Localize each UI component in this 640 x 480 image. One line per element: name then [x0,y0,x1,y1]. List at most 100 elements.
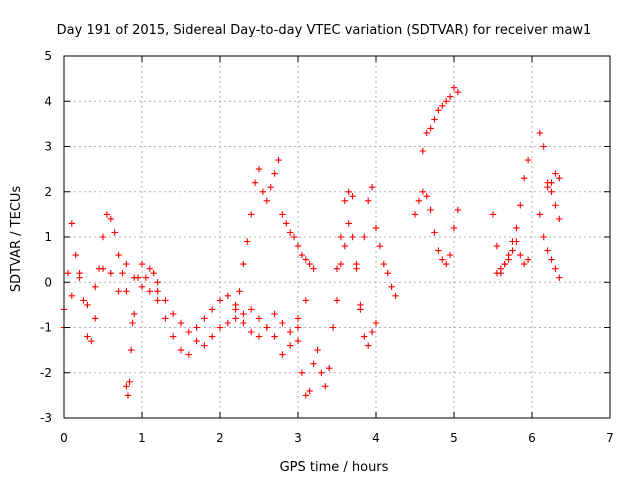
data-point [298,251,306,259]
data-point [124,392,132,399]
data-point [162,315,169,322]
data-point [552,202,559,209]
data-point [115,288,122,295]
data-point [209,306,216,313]
data-point [127,346,135,354]
data-point [170,333,177,340]
data-point [64,270,72,277]
data-point [505,256,512,263]
tick-labels: 0 1 2 3 4 5 6 7 -3 -2 -1 0 1 2 3 4 5 [40,49,614,445]
data-point [552,265,559,272]
data-point [384,270,391,277]
data-point [365,342,372,349]
data-point [368,184,376,191]
data-point [376,242,384,250]
data-point [123,260,130,268]
data-point [431,116,438,123]
data-point [263,324,270,331]
data-point [216,324,224,331]
series-track-i [419,84,462,155]
data-point [240,310,247,318]
data-point [365,197,372,204]
data-point [142,274,150,281]
data-point [290,233,298,241]
data-point [88,337,95,345]
data-point [244,238,251,245]
data-point [154,288,161,295]
x-tick-label: 3 [294,431,302,445]
data-point [255,333,263,340]
data-point [84,333,91,340]
series-track-b [60,211,130,345]
series-track-d [154,288,309,358]
data-point [138,260,146,268]
data-point [255,315,263,322]
data-point [556,175,563,182]
data-point [446,251,454,259]
data-point [298,369,306,376]
data-point [489,211,497,218]
data-point [521,260,528,268]
data-point [201,342,208,349]
data-point [517,251,524,259]
x-tick-label: 5 [450,431,458,445]
data-point [115,251,122,259]
data-point [540,233,547,241]
y-tick-label: 4 [44,94,52,108]
data-point [501,260,508,268]
data-point [283,220,290,227]
data-point [302,297,309,304]
data-point [439,256,446,263]
data-point [349,193,356,200]
data-point [548,256,555,263]
series-track-l [536,129,563,223]
x-tick-label: 6 [528,431,536,445]
data-point [236,288,243,295]
data-point [279,319,286,327]
data-point [248,306,255,313]
data-point [123,383,130,390]
data-point [162,297,169,304]
data-point [177,346,185,354]
data-point [107,215,114,223]
data-point [263,197,270,204]
y-tick-label: 1 [44,230,52,244]
data-point [435,107,442,114]
data-point [146,265,153,272]
data-point [372,319,380,327]
data-point [450,84,458,91]
data-point [271,310,278,318]
axis-ticks [63,55,611,419]
data-point [287,229,294,236]
series-track-c [123,260,161,399]
data-point [103,211,111,218]
data-point [271,170,278,177]
data-point [224,319,231,327]
data-point [267,184,274,191]
data-point [524,156,532,164]
data-point [333,265,341,272]
data-point [443,260,450,268]
data-point [146,288,153,295]
data-point [372,224,380,232]
series-track-f [294,220,380,399]
data-point [337,233,345,241]
data-point [446,93,454,100]
data-point [548,188,555,195]
data-point [493,242,501,250]
data-point [450,224,458,232]
data-point [544,184,551,191]
data-point [111,229,118,236]
data-point [80,297,87,304]
data-point [248,211,255,218]
data-point [544,247,551,254]
data-point [209,333,216,340]
data-point [439,102,446,109]
data-point [536,129,543,137]
data-point [170,310,177,318]
data-point [411,211,419,218]
y-tick-label: -1 [40,321,52,335]
x-tick-label: 7 [606,431,614,445]
data-point [150,270,157,277]
